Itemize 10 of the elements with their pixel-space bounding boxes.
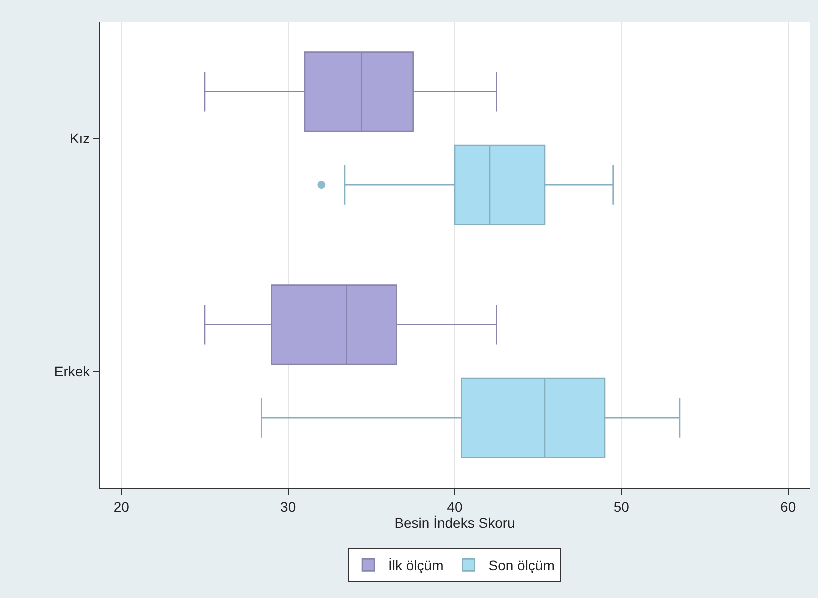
x-tick-label: 60 xyxy=(780,498,796,515)
x-tick-label: 20 xyxy=(114,498,130,515)
x-tick-label: 50 xyxy=(614,498,630,515)
x-axis-title: Besin İndeks Skoru xyxy=(394,515,516,532)
y-tick-label: Kız xyxy=(70,130,90,146)
legend-label: Son ölçüm xyxy=(488,558,555,574)
x-tick-label: 30 xyxy=(280,498,296,515)
x-tick-label: 40 xyxy=(447,498,463,515)
y-tick-label: Erkek xyxy=(54,363,92,380)
legend-label: İlk ölçüm xyxy=(388,558,444,574)
